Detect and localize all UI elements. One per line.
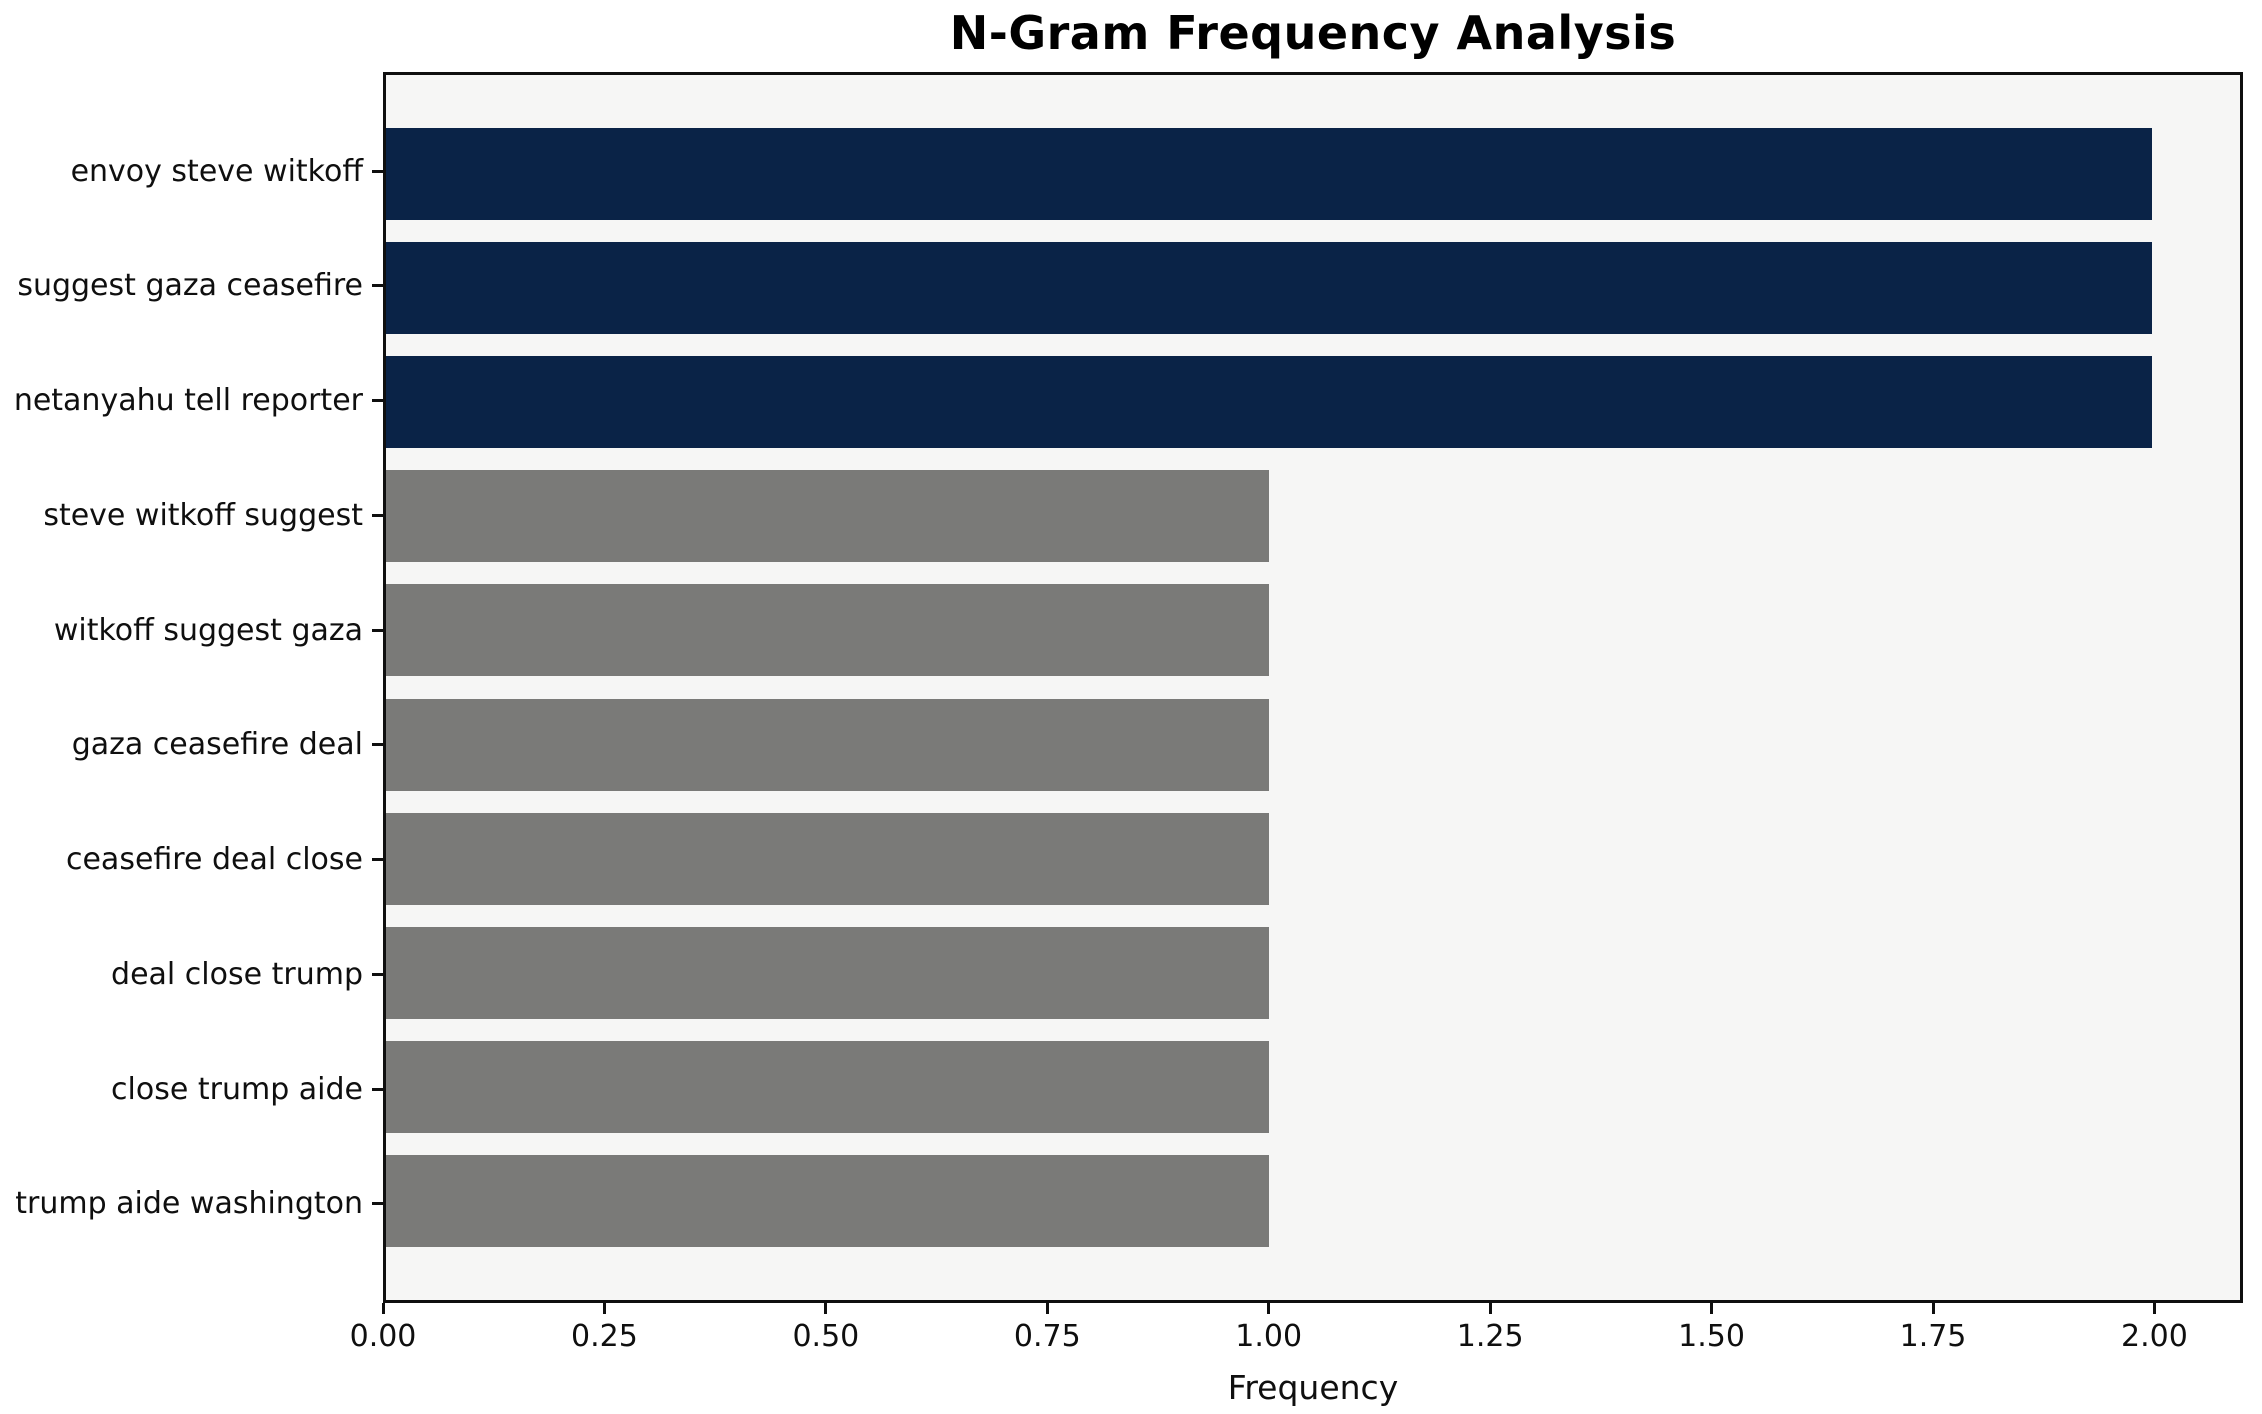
bar-row xyxy=(386,242,2240,335)
y-tick-mark xyxy=(372,284,383,288)
bar-row xyxy=(386,1040,2240,1133)
bar xyxy=(386,812,1269,905)
y-tick-label: witkoff suggest gaza xyxy=(53,612,363,648)
y-tick-label: trump aide washington xyxy=(15,1186,363,1222)
x-tick-label: 0.50 xyxy=(792,1319,860,1354)
bar xyxy=(386,584,1269,677)
x-tick-mark xyxy=(2152,1303,2156,1314)
y-tick-label: gaza ceasefire deal xyxy=(71,727,363,763)
x-tick-mark xyxy=(824,1303,828,1314)
bars-container xyxy=(386,75,2240,1300)
y-tick-label: ceasefire deal close xyxy=(65,842,363,878)
x-tick-label: 1.00 xyxy=(1235,1319,1303,1354)
bar xyxy=(386,356,2152,449)
y-label-row: ceasefire deal close xyxy=(0,814,383,906)
bar-row xyxy=(386,812,2240,905)
x-axis: 0.00 0.25 0.50 0.75 1.00 1.25 1.50 1.75 2.00 xyxy=(350,1303,2243,1373)
x-tick-label: 1.50 xyxy=(1678,1319,1745,1354)
bar xyxy=(386,128,2152,220)
y-tick-mark xyxy=(372,972,383,976)
x-tick-label: 1.25 xyxy=(1456,1319,1524,1354)
y-label-row: close trump aide xyxy=(0,1043,383,1135)
bar xyxy=(386,242,2152,335)
y-tick-mark xyxy=(372,858,383,862)
y-tick-label: deal close trump xyxy=(111,956,363,992)
x-tick-mark xyxy=(602,1303,606,1314)
bar xyxy=(386,926,1269,1019)
bar-row xyxy=(386,470,2240,563)
y-label-row: netanyahu tell reporter xyxy=(0,355,383,447)
y-label-row: deal close trump xyxy=(0,928,383,1020)
bar xyxy=(386,1154,1269,1247)
y-label-row: suggest gaza ceasefire xyxy=(0,240,383,332)
x-tick-label: 0.00 xyxy=(349,1319,417,1354)
bar-row xyxy=(386,128,2240,220)
plot-area xyxy=(383,72,2243,1303)
bar-row xyxy=(386,584,2240,677)
bar-row xyxy=(386,1154,2240,1247)
x-tick-mark xyxy=(1045,1303,1049,1314)
y-tick-mark xyxy=(372,513,383,517)
bar xyxy=(386,698,1269,791)
x-tick-mark xyxy=(1710,1303,1714,1314)
x-tick-label: 0.75 xyxy=(1013,1319,1081,1354)
x-tick-label: 1.75 xyxy=(1899,1319,1967,1354)
y-label-row: gaza ceasefire deal xyxy=(0,699,383,791)
x-tick-mark xyxy=(1267,1303,1271,1314)
y-axis-labels: envoy steve witkoff suggest gaza ceasefir… xyxy=(0,72,383,1303)
y-tick-label: suggest gaza ceasefire xyxy=(17,268,363,304)
x-tick-label: 0.25 xyxy=(571,1319,638,1354)
y-tick-label: close trump aide xyxy=(111,1071,363,1107)
y-label-row: trump aide washington xyxy=(0,1158,383,1250)
y-label-row: witkoff suggest gaza xyxy=(0,584,383,676)
y-tick-label: netanyahu tell reporter xyxy=(13,383,363,419)
x-axis-title: Frequency xyxy=(1227,1368,1399,1407)
chart-title: N-Gram Frequency Analysis xyxy=(949,6,1677,60)
y-tick-mark xyxy=(372,1202,383,1206)
bar xyxy=(386,470,1269,563)
y-tick-mark xyxy=(372,628,383,632)
y-tick-mark xyxy=(372,743,383,747)
y-label-row: steve witkoff suggest xyxy=(0,469,383,561)
y-label-row: envoy steve witkoff xyxy=(0,125,383,217)
y-tick-mark xyxy=(372,399,383,403)
bar xyxy=(386,1040,1269,1133)
y-tick-label: steve witkoff suggest xyxy=(43,497,363,533)
bar-row xyxy=(386,698,2240,791)
bar-row xyxy=(386,926,2240,1019)
y-tick-mark xyxy=(372,169,383,173)
y-tick-mark xyxy=(372,1087,383,1091)
x-tick-mark xyxy=(1931,1303,1935,1314)
bar-row xyxy=(386,356,2240,449)
x-tick-mark xyxy=(381,1303,385,1314)
y-tick-label: envoy steve witkoff xyxy=(70,153,363,189)
x-tick-label: 2.00 xyxy=(2121,1319,2188,1354)
x-tick-mark xyxy=(1488,1303,1492,1314)
